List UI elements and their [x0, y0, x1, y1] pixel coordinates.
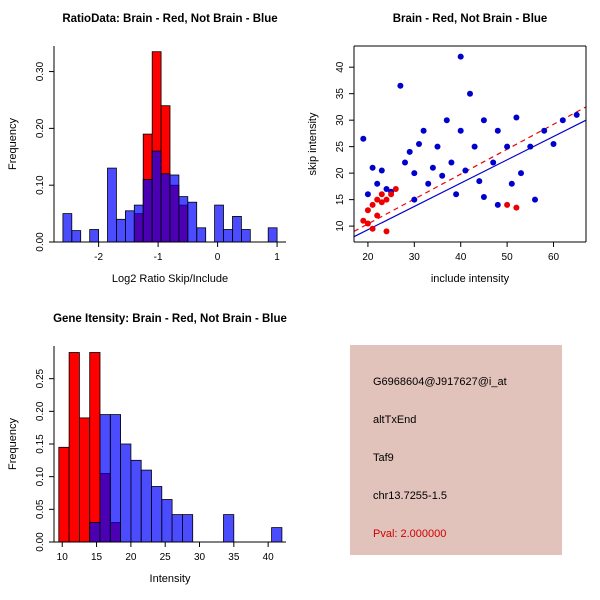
svg-text:10: 10	[335, 220, 346, 232]
svg-text:skip intensity: skip intensity	[307, 112, 319, 175]
svg-text:0.15: 0.15	[35, 434, 46, 454]
svg-text:0.05: 0.05	[35, 499, 46, 519]
svg-text:-2: -2	[94, 252, 103, 263]
svg-text:Log2 Ratio Skip/Include: Log2 Ratio Skip/Include	[112, 273, 228, 285]
svg-text:60: 60	[548, 252, 560, 263]
svg-text:40: 40	[335, 61, 346, 73]
gene-symbol-text: Taf9	[373, 452, 394, 464]
ratio-histogram-chart: -2 -1 0 1 0.00 0.10 0.20 0.30 Log2 Ratio Skip/In…	[7, 13, 286, 285]
svg-text:40: 40	[455, 252, 467, 263]
svg-text:0.25: 0.25	[35, 368, 46, 388]
svg-text:0.30: 0.30	[35, 61, 46, 81]
pval-text: Pval: 2.000000	[373, 528, 447, 540]
svg-text:30: 30	[409, 252, 421, 263]
panel-gene-info: G6968604@J917627@i_at altTxEnd Taf9 chr1…	[300, 300, 600, 600]
chromosome-location-text: chr13.7255-1.5	[373, 490, 447, 502]
svg-text:Intensity: Intensity	[150, 573, 191, 585]
svg-text:30: 30	[335, 114, 346, 126]
svg-text:Frequency: Frequency	[7, 118, 19, 170]
svg-text:20: 20	[362, 252, 374, 263]
svg-text:Frequency: Frequency	[7, 418, 19, 470]
svg-text:0: 0	[215, 252, 221, 263]
svg-text:15: 15	[335, 194, 346, 206]
svg-text:0.10: 0.10	[35, 175, 46, 195]
svg-text:20: 20	[125, 552, 137, 563]
svg-text:Gene Itensity: Brain - Red, No: Gene Itensity: Brain - Red, Not Brain - …	[53, 313, 287, 325]
svg-text:RatioData: Brain - Red, Not Br: RatioData: Brain - Red, Not Brain - Blue	[62, 13, 277, 25]
panel-ratio-histogram: -2 -1 0 1 0.00 0.10 0.20 0.30 Log2 Ratio Skip/In…	[0, 0, 300, 300]
svg-text:35: 35	[228, 552, 240, 563]
svg-text:0.10: 0.10	[35, 466, 46, 486]
gene-intensity-histogram-chart: 10 15 20 25 30 35 40 0.00 0.05 0.10 0.15 0.20 0.25 In…	[7, 313, 287, 585]
svg-text:15: 15	[91, 552, 103, 563]
svg-text:0.00: 0.00	[35, 532, 46, 552]
svg-text:25: 25	[335, 141, 346, 153]
svg-text:1: 1	[274, 252, 280, 263]
panel-intensity-scatter: 20 30 40 50 60 10 15 20 25 30 35 40 include intensit…	[300, 0, 600, 300]
svg-text:Brain - Red, Not Brain - Blue: Brain - Red, Not Brain - Blue	[393, 13, 548, 25]
svg-text:25: 25	[160, 552, 172, 563]
gene-info-box: G6968604@J917627@i_at altTxEnd Taf9 chr1…	[350, 345, 562, 555]
panel-gene-histogram: 10 15 20 25 30 35 40 0.00 0.05 0.10 0.15 0.20 0.25 In…	[0, 300, 300, 600]
svg-text:-1: -1	[154, 252, 163, 263]
svg-text:include intensity: include intensity	[431, 273, 510, 285]
svg-text:10: 10	[57, 552, 69, 563]
svg-text:0.00: 0.00	[35, 232, 46, 252]
intensity-scatter-chart: 20 30 40 50 60 10 15 20 25 30 35 40 include intensit…	[307, 13, 587, 285]
svg-text:0.20: 0.20	[35, 401, 46, 421]
svg-text:0.20: 0.20	[35, 118, 46, 138]
probe-id-text: G6968604@J917627@i_at	[373, 376, 507, 388]
svg-text:40: 40	[263, 552, 275, 563]
svg-text:50: 50	[502, 252, 514, 263]
svg-text:35: 35	[335, 88, 346, 100]
svg-text:20: 20	[335, 167, 346, 179]
svg-text:30: 30	[194, 552, 206, 563]
event-type-text: altTxEnd	[373, 414, 417, 426]
